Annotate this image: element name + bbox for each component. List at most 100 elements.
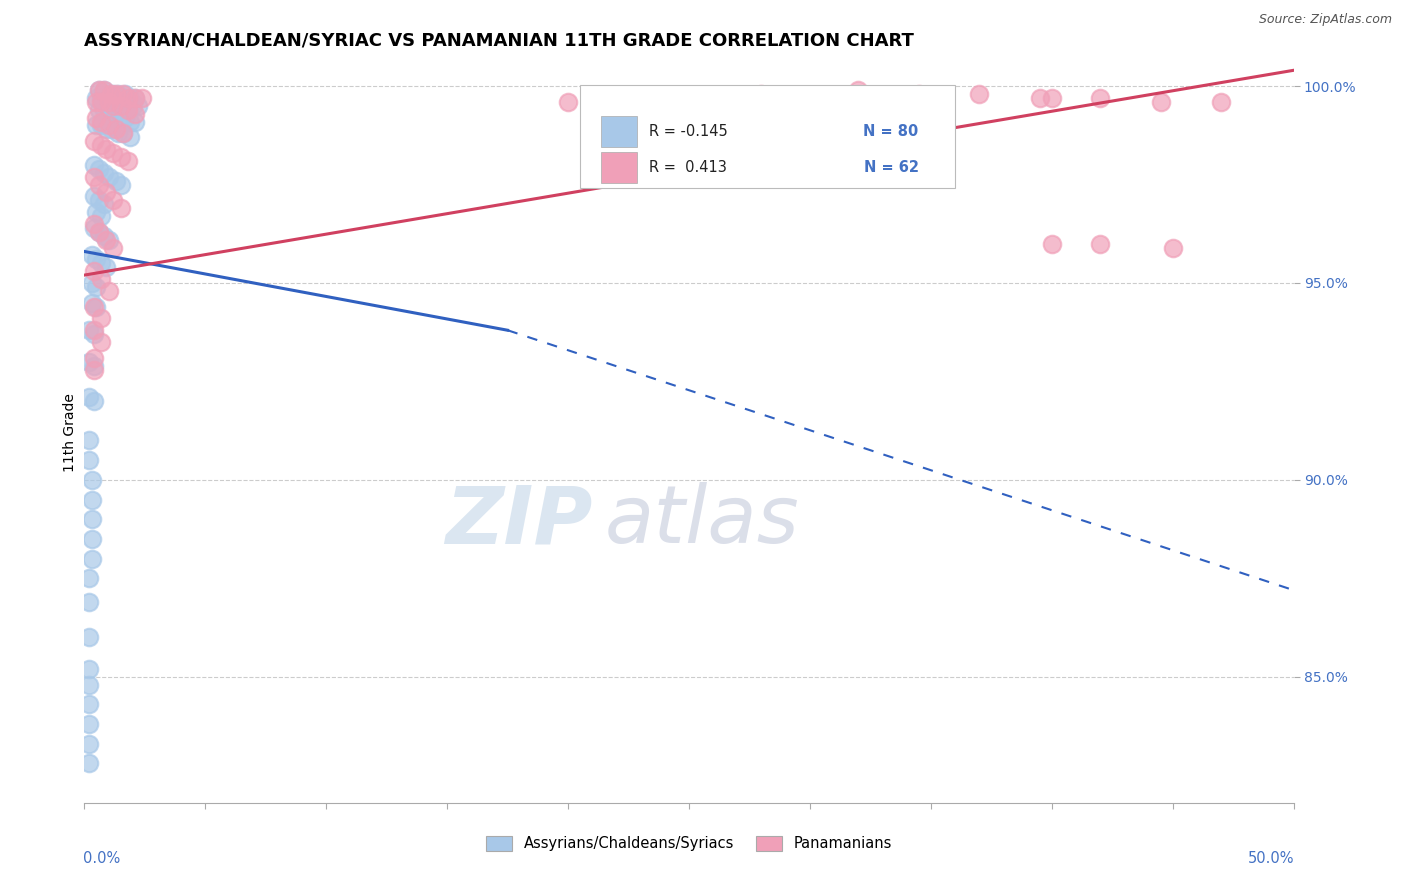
Point [80,512,103,526]
Point [80,492,103,507]
Point [1040,91,1063,105]
Point [87,178,110,192]
Point [90,114,112,128]
Point [1161,241,1184,255]
Point [80,551,103,566]
Point [97,95,120,109]
Point [112,126,135,140]
Point [107,126,129,140]
Point [94,95,117,109]
Point [93,166,115,180]
Point [103,99,125,113]
Bar [600,116,637,147]
Point [80,532,103,546]
Point [80,276,103,290]
Point [83,189,105,203]
Point [90,95,112,109]
Text: N = 62: N = 62 [863,160,918,175]
Point [114,111,136,125]
Point [94,186,117,200]
Bar [600,152,637,183]
Point [77,571,100,585]
Point [112,95,135,109]
Point [93,228,115,243]
Point [83,169,105,184]
Point [83,158,105,172]
Point [90,334,112,349]
Point [117,153,139,168]
Point [94,142,117,156]
Point [557,95,579,109]
Point [90,209,112,223]
Point [751,87,773,101]
Y-axis label: 11th Grade: 11th Grade [63,393,77,472]
Point [77,662,100,676]
Point [77,355,100,369]
Legend: Assyrians/Chaldeans/Syriacs, Panamanians: Assyrians/Chaldeans/Syriacs, Panamanians [478,829,900,858]
Point [93,83,115,97]
Point [86,252,108,267]
Point [83,359,105,373]
Point [124,91,146,105]
Point [110,201,132,215]
Point [83,323,105,337]
Point [120,130,142,145]
Point [127,99,149,113]
Point [87,161,110,176]
Point [1040,236,1063,251]
Point [97,284,120,298]
Point [83,220,105,235]
Point [77,678,100,692]
Point [83,394,105,409]
Point [77,453,100,467]
Point [90,91,112,105]
Point [93,83,115,97]
Point [110,150,132,164]
Text: R =  0.413: R = 0.413 [650,160,727,175]
Point [87,225,110,239]
Point [114,87,136,101]
Point [90,119,112,133]
Point [124,114,146,128]
Point [80,295,103,310]
Point [83,264,105,278]
Point [678,91,700,105]
Point [77,737,100,751]
Point [131,91,153,105]
Point [775,91,797,105]
Text: R = -0.145: R = -0.145 [650,124,728,139]
Point [110,99,132,113]
Point [94,233,117,247]
Point [846,83,869,97]
Point [967,87,990,101]
Point [77,756,100,771]
Point [83,300,105,314]
Point [83,351,105,365]
Point [124,91,146,105]
Text: ASSYRIAN/CHALDEAN/SYRIAC VS PANAMANIAN 11TH GRADE CORRELATION CHART: ASSYRIAN/CHALDEAN/SYRIAC VS PANAMANIAN 1… [84,32,914,50]
Point [86,280,108,294]
Point [110,111,132,125]
Point [104,122,127,136]
Point [83,134,105,148]
Point [77,434,100,448]
Point [86,300,108,314]
Point [104,87,127,101]
Point [77,595,100,609]
Point [86,205,108,219]
Point [86,119,108,133]
Point [104,173,127,187]
Point [77,698,100,712]
FancyBboxPatch shape [581,85,955,188]
Point [97,106,120,120]
Point [117,99,139,113]
Point [120,91,142,105]
Text: atlas: atlas [605,483,799,560]
Point [77,390,100,404]
Point [1088,91,1111,105]
Point [103,87,125,101]
Point [1028,91,1050,105]
Text: N = 80: N = 80 [863,124,918,139]
Point [97,233,120,247]
Point [121,99,143,113]
